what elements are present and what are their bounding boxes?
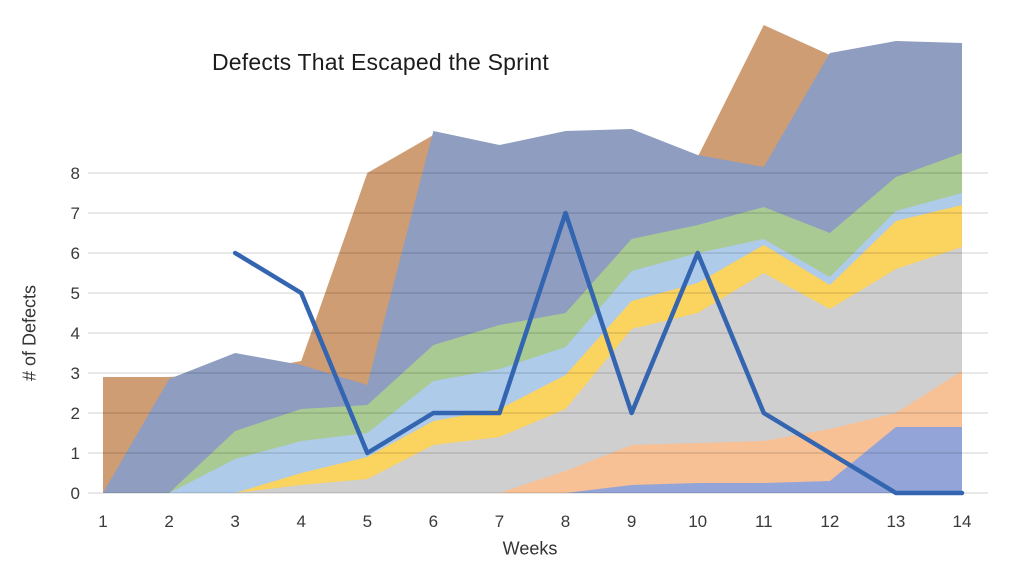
x-tick-label-10: 10 bbox=[688, 512, 707, 531]
x-tick-label-5: 5 bbox=[363, 512, 372, 531]
x-tick-label-12: 12 bbox=[820, 512, 839, 531]
x-tick-label-1: 1 bbox=[98, 512, 107, 531]
x-tick-label-3: 3 bbox=[230, 512, 239, 531]
y-tick-label-3: 3 bbox=[71, 364, 80, 383]
y-tick-label-6: 6 bbox=[71, 244, 80, 263]
escaped-defects-line bbox=[232, 210, 965, 496]
area-periwinkle bbox=[103, 427, 963, 493]
x-tick-label-14: 14 bbox=[953, 512, 972, 531]
y-tick-label-5: 5 bbox=[71, 284, 80, 303]
y-tick-label-0: 0 bbox=[71, 484, 80, 503]
area-series bbox=[103, 25, 963, 493]
y-tick-label-4: 4 bbox=[71, 324, 80, 343]
y-tick-label-1: 1 bbox=[71, 444, 80, 463]
x-tick-label-11: 11 bbox=[755, 512, 773, 531]
x-tick-label-6: 6 bbox=[429, 512, 438, 531]
y-tick-label-8: 8 bbox=[71, 164, 80, 183]
x-tick-label-7: 7 bbox=[495, 512, 504, 531]
x-tick-label-13: 13 bbox=[886, 512, 905, 531]
y-axis-tick-labels: 0 1 2 3 4 5 6 7 8 bbox=[71, 164, 80, 503]
y-tick-label-7: 7 bbox=[71, 204, 80, 223]
y-tick-label-2: 2 bbox=[71, 404, 80, 423]
area-peach bbox=[103, 371, 963, 493]
chart-title: Defects That Escaped the Sprint bbox=[212, 49, 549, 75]
x-axis-title: Weeks bbox=[502, 538, 558, 559]
x-tick-label-8: 8 bbox=[561, 512, 570, 531]
x-tick-label-9: 9 bbox=[627, 512, 636, 531]
x-tick-label-4: 4 bbox=[296, 512, 305, 531]
x-axis-tick-labels: 1 2 3 4 5 6 7 8 9 10 11 12 13 14 bbox=[98, 512, 971, 531]
area-gray bbox=[103, 247, 963, 493]
x-tick-label-2: 2 bbox=[164, 512, 173, 531]
